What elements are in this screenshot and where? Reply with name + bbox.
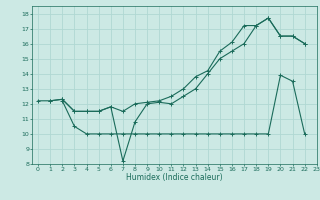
X-axis label: Humidex (Indice chaleur): Humidex (Indice chaleur)	[126, 173, 223, 182]
